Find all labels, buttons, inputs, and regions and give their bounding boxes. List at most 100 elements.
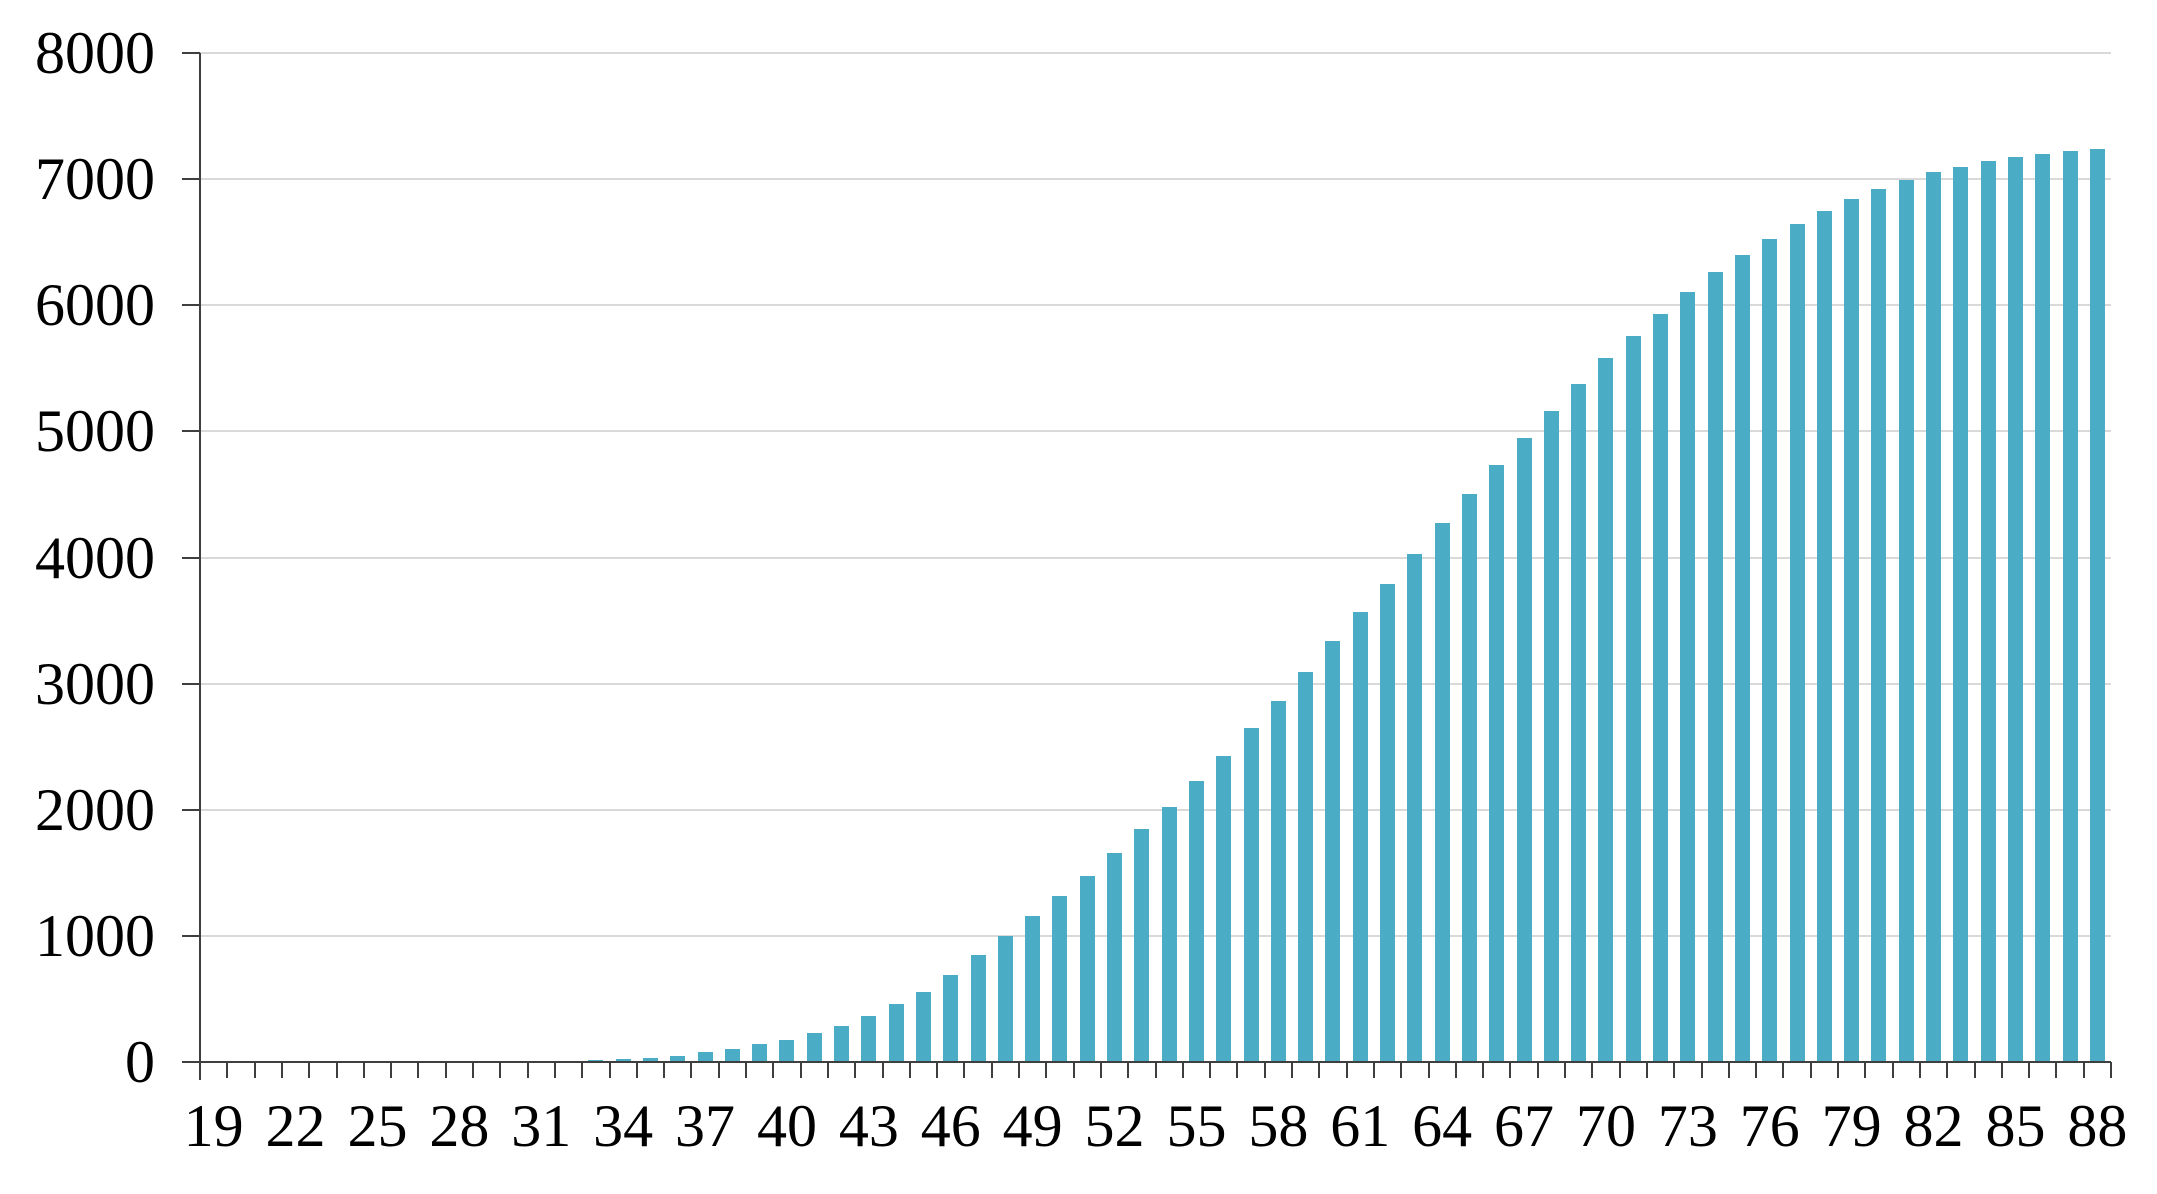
bar-age-45 xyxy=(915,992,931,1062)
y-axis-label-2000: 2000 xyxy=(35,776,155,843)
x-axis-tick-8 xyxy=(417,1062,420,1078)
x-axis-tick-14 xyxy=(581,1062,584,1078)
x-axis-tick-22 xyxy=(799,1062,802,1078)
x-axis-tick-69 xyxy=(2082,1062,2085,1078)
bar-age-55 xyxy=(1188,781,1204,1062)
x-axis xyxy=(182,1061,2111,1063)
bar-age-41 xyxy=(806,1033,822,1062)
x-axis-label-85: 85 xyxy=(1985,1093,2046,1159)
x-axis-tick-3 xyxy=(280,1062,283,1078)
y-axis-tick-3000 xyxy=(182,682,200,685)
y-axis-tick-1000 xyxy=(182,934,200,937)
x-axis-tick-55 xyxy=(1700,1062,1703,1078)
x-axis-tick-29 xyxy=(990,1062,993,1078)
x-axis-tick-63 xyxy=(1918,1062,1921,1078)
bar-age-85 xyxy=(2007,157,2023,1062)
x-axis-label-58: 58 xyxy=(1248,1093,1309,1159)
x-axis-tick-60 xyxy=(1837,1062,1839,1078)
bar-age-35 xyxy=(642,1058,658,1062)
bar-age-63 xyxy=(1407,554,1423,1062)
x-axis-label-70: 70 xyxy=(1575,1093,1636,1159)
bar-age-67 xyxy=(1516,438,1532,1062)
x-axis-label-61: 61 xyxy=(1330,1093,1391,1159)
bar-age-65 xyxy=(1461,494,1477,1062)
x-axis-tick-35 xyxy=(1154,1062,1157,1078)
x-axis-label-49: 49 xyxy=(1002,1093,1063,1159)
bar-age-74 xyxy=(1707,272,1723,1062)
x-axis-label-22: 22 xyxy=(265,1093,326,1159)
y-axis-label-6000: 6000 xyxy=(35,272,155,339)
gridline-5000 xyxy=(200,430,2111,433)
x-axis-tick-25 xyxy=(881,1062,884,1078)
x-axis-label-55: 55 xyxy=(1166,1093,1227,1159)
bar-age-87 xyxy=(2062,151,2078,1062)
x-axis-tick-13 xyxy=(553,1062,556,1078)
bar-age-34 xyxy=(615,1059,631,1062)
bar-age-72 xyxy=(1653,314,1669,1062)
x-axis-tick-0 xyxy=(199,1062,201,1078)
y-axis-label-7000: 7000 xyxy=(35,146,155,213)
x-axis-tick-37 xyxy=(1209,1062,1212,1078)
y-axis-label-4000: 4000 xyxy=(35,524,155,591)
gridline-4000 xyxy=(200,556,2111,559)
bar-age-46 xyxy=(943,975,959,1062)
x-axis-tick-28 xyxy=(963,1062,966,1078)
x-axis-tick-27 xyxy=(936,1062,939,1078)
bar-age-44 xyxy=(888,1004,904,1062)
bar-age-70 xyxy=(1598,358,1614,1062)
gridline-3000 xyxy=(200,682,2111,685)
bar-age-60 xyxy=(1325,641,1341,1062)
x-axis-label-76: 76 xyxy=(1739,1093,1800,1159)
x-axis-tick-24 xyxy=(854,1062,857,1078)
x-axis-label-67: 67 xyxy=(1494,1093,1555,1159)
y-axis-label-1000: 1000 xyxy=(35,902,155,969)
bar-age-56 xyxy=(1216,756,1232,1062)
y-axis-tick-4000 xyxy=(182,556,200,559)
x-axis-tick-42 xyxy=(1345,1062,1348,1078)
x-axis-tick-32 xyxy=(1072,1062,1075,1078)
x-axis-tick-26 xyxy=(908,1062,911,1078)
bar-age-78 xyxy=(1816,211,1832,1062)
bar-age-62 xyxy=(1380,584,1396,1062)
y-axis-label-5000: 5000 xyxy=(35,398,155,465)
bar-age-61 xyxy=(1352,612,1368,1062)
x-axis-tick-30 xyxy=(1018,1062,1020,1078)
x-axis-tick-34 xyxy=(1127,1062,1130,1078)
x-axis-tick-17 xyxy=(663,1062,666,1078)
x-axis-tick-5 xyxy=(335,1062,338,1078)
x-axis-label-43: 43 xyxy=(838,1093,899,1159)
x-axis-tick-57 xyxy=(1755,1062,1758,1078)
x-axis-tick-65 xyxy=(1973,1062,1976,1078)
x-axis-tick-58 xyxy=(1782,1062,1785,1078)
x-axis-label-82: 82 xyxy=(1903,1093,1964,1159)
x-axis-label-28: 28 xyxy=(429,1093,490,1159)
x-axis-tick-52 xyxy=(1618,1062,1621,1078)
bar-age-47 xyxy=(970,955,986,1062)
bar-age-59 xyxy=(1298,672,1314,1062)
x-axis-label-31: 31 xyxy=(511,1093,572,1159)
x-axis-label-19: 19 xyxy=(183,1093,244,1159)
x-axis-tick-31 xyxy=(1045,1062,1048,1078)
x-axis-label-37: 37 xyxy=(675,1093,736,1159)
bar-age-79 xyxy=(1844,199,1860,1062)
bar-age-73 xyxy=(1680,292,1696,1062)
bar-age-36 xyxy=(670,1056,686,1062)
y-axis-tick-2000 xyxy=(182,808,200,811)
gridline-7000 xyxy=(200,178,2111,181)
x-axis-label-73: 73 xyxy=(1657,1093,1718,1159)
bar-age-68 xyxy=(1543,411,1559,1062)
bar-age-84 xyxy=(1980,161,1996,1062)
x-axis-tick-15 xyxy=(608,1062,611,1078)
bar-age-77 xyxy=(1789,224,1805,1062)
bar-age-52 xyxy=(1107,853,1123,1062)
gridline-1000 xyxy=(200,934,2111,937)
x-axis-tick-39 xyxy=(1263,1062,1266,1078)
x-axis-tick-68 xyxy=(2055,1062,2058,1078)
y-axis-label-3000: 3000 xyxy=(35,650,155,717)
x-axis-tick-47 xyxy=(1482,1062,1485,1078)
x-axis-tick-53 xyxy=(1645,1062,1648,1078)
x-axis-tick-7 xyxy=(390,1062,393,1078)
bar-age-49 xyxy=(1025,916,1041,1062)
bar-age-86 xyxy=(2035,154,2051,1062)
